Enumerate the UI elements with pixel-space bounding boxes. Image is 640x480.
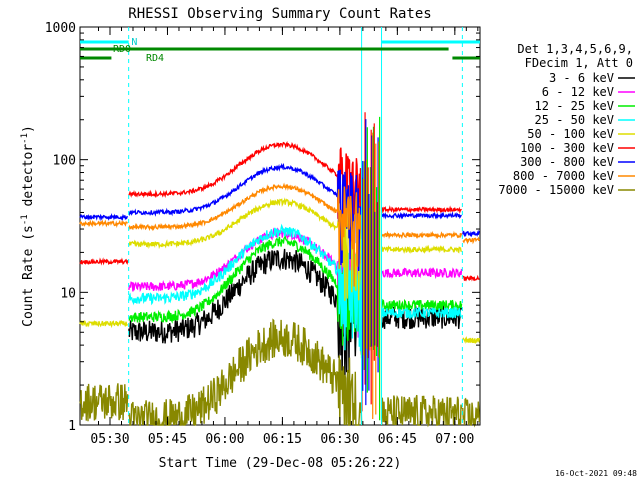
y-tick-label-0: 1 xyxy=(68,419,76,434)
legend: Det 1,3,4,5,6,9,FDecim 1, Att 03 - 6 keV… xyxy=(498,42,635,197)
plot-frame xyxy=(79,26,481,426)
legend-label-0: 3 - 6 keV xyxy=(549,71,614,85)
series-line-6 xyxy=(79,162,481,272)
flag-label-rd4: RD4 xyxy=(146,53,164,64)
x-tick-label-6: 07:00 xyxy=(435,432,474,447)
x-axis-label: Start Time (29-Dec-08 05:26:22) xyxy=(159,456,402,471)
y-tick-label-1: 10 xyxy=(60,286,76,301)
legend-label-1: 6 - 12 keV xyxy=(542,85,614,99)
y-axis-label: Count Rate (s-1 detector-1) xyxy=(20,125,36,327)
legend-label-4: 50 - 100 keV xyxy=(527,127,614,141)
flag-label-n: N xyxy=(131,37,137,48)
legend-label-5: 100 - 300 keV xyxy=(520,141,614,155)
x-tick-label-0: 05:30 xyxy=(90,432,129,447)
series-line-8 xyxy=(79,318,481,428)
x-tick-label-1: 05:45 xyxy=(148,432,187,447)
series-line-0 xyxy=(128,248,463,380)
y-tick-label-3: 1000 xyxy=(45,21,76,36)
flag-label-rd0: RD0 xyxy=(113,44,131,55)
legend-header-1: FDecim 1, Att 0 xyxy=(525,56,633,70)
x-tick-label-5: 06:45 xyxy=(378,432,417,447)
legend-label-6: 300 - 800 keV xyxy=(520,155,614,169)
y-tick-label-2: 100 xyxy=(53,154,76,169)
axis-layer: 1 10 100 1000 05:30 05:45 06:00 06:15 06:30 06:45… xyxy=(45,21,480,447)
x-tick-label-4: 06:30 xyxy=(320,432,359,447)
series-line-7 xyxy=(79,182,481,287)
series-layer xyxy=(79,112,481,428)
series-line-5 xyxy=(79,141,480,282)
x-tick-label-2: 06:00 xyxy=(205,432,244,447)
series-line-3 xyxy=(128,223,462,352)
legend-label-3: 25 - 50 keV xyxy=(535,113,614,127)
timestamp: 16-Oct-2021 09:48 xyxy=(555,469,637,478)
legend-label-8: 7000 - 15000 keV xyxy=(498,183,614,197)
chart-title: RHESSI Observing Summary Count Rates xyxy=(128,6,431,22)
series-line-2 xyxy=(128,235,463,359)
legend-label-2: 12 - 25 keV xyxy=(535,99,614,113)
legend-header-0: Det 1,3,4,5,6,9, xyxy=(517,42,633,56)
x-tick-label-3: 06:15 xyxy=(263,432,302,447)
series-line-4 xyxy=(79,197,481,344)
legend-label-7: 800 - 7000 keV xyxy=(513,169,614,183)
